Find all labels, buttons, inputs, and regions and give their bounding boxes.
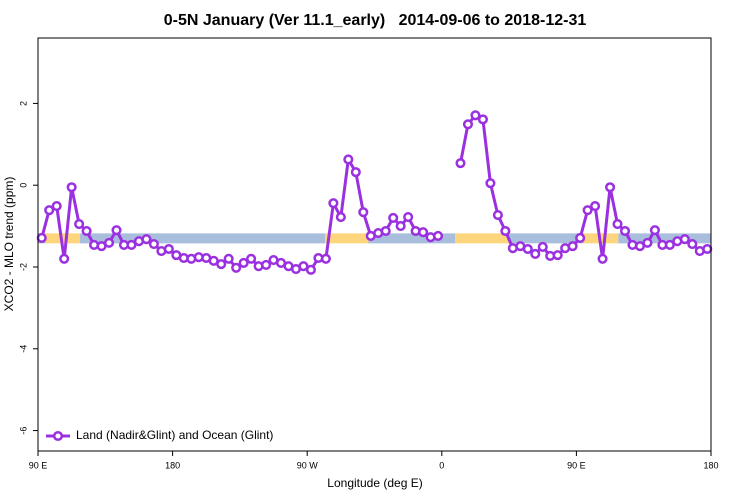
data-point xyxy=(590,201,601,212)
data-point xyxy=(567,241,578,252)
data-point xyxy=(403,212,414,223)
data-point xyxy=(605,182,616,193)
data-point xyxy=(500,225,511,237)
data-point xyxy=(702,243,713,255)
data-point xyxy=(163,243,174,255)
data-point xyxy=(350,167,361,178)
x-tick-label: 90 E xyxy=(29,460,48,470)
data-point xyxy=(537,241,548,253)
plot-frame xyxy=(37,37,712,452)
x-tick-label: 90 W xyxy=(297,460,319,470)
data-point xyxy=(320,253,331,264)
data-point xyxy=(298,261,309,272)
data-point xyxy=(530,248,541,259)
y-axis-label: XCO2 - MLO trend (ppm) xyxy=(2,177,16,312)
data-point xyxy=(649,225,660,236)
data-point xyxy=(664,239,675,250)
y-tick-label: 0 xyxy=(18,183,28,188)
data-point xyxy=(358,207,369,218)
data-point xyxy=(305,264,316,275)
data-point xyxy=(619,225,631,237)
surface-band xyxy=(455,233,510,244)
data-point xyxy=(103,237,115,248)
data-point xyxy=(418,227,429,238)
surface-band xyxy=(368,233,456,244)
legend-label: Land (Nadir&Glint) and Ocean (Glint) xyxy=(76,428,273,442)
x-tick-label: 180 xyxy=(165,460,180,470)
data-point xyxy=(335,212,346,223)
series-line xyxy=(40,113,708,272)
data-point xyxy=(126,239,137,250)
data-point xyxy=(343,154,354,165)
surface-band xyxy=(509,233,584,244)
data-point xyxy=(492,210,503,221)
data-point xyxy=(231,262,242,273)
data-point xyxy=(433,230,444,241)
data-point xyxy=(552,250,563,261)
y-tick-label: -6 xyxy=(18,427,28,435)
legend-marker xyxy=(52,430,64,442)
data-point xyxy=(44,205,55,216)
data-point xyxy=(36,232,47,244)
data-point xyxy=(51,201,62,212)
data-point xyxy=(687,239,698,250)
data-point xyxy=(216,259,227,270)
data-point xyxy=(575,232,586,244)
data-point xyxy=(148,239,159,250)
y-tick-label: -2 xyxy=(18,263,28,271)
data-point xyxy=(246,253,257,264)
data-point xyxy=(582,205,593,216)
data-point xyxy=(261,259,272,270)
data-point xyxy=(642,237,653,248)
data-point xyxy=(485,178,496,189)
data-point xyxy=(679,234,690,245)
data-point xyxy=(328,198,339,209)
surface-band xyxy=(325,233,369,244)
data-point xyxy=(522,243,533,255)
data-point xyxy=(470,110,481,121)
data-point xyxy=(81,225,92,237)
data-point xyxy=(74,219,85,230)
data-point xyxy=(111,225,122,236)
data-point xyxy=(612,219,623,230)
surface-band xyxy=(618,233,711,244)
data-point xyxy=(477,114,488,125)
data-point xyxy=(66,182,77,193)
data-point xyxy=(597,253,608,264)
data-point xyxy=(380,225,391,237)
y-tick-label: -4 xyxy=(18,345,28,353)
chart-title: 0-5N January (Ver 11.1_early) 2014-09-06… xyxy=(164,12,587,29)
data-point xyxy=(59,253,70,264)
x-axis-label: Longitude (deg E) xyxy=(327,476,422,490)
y-tick-label: 2 xyxy=(18,101,28,106)
data-point xyxy=(223,253,234,264)
x-tick-label: 90 E xyxy=(567,460,586,470)
surface-band xyxy=(79,233,326,244)
data-point xyxy=(141,234,152,245)
data-point xyxy=(388,212,399,223)
data-point xyxy=(462,119,474,130)
x-tick-label: 180 xyxy=(703,460,718,470)
data-point xyxy=(455,158,466,169)
data-point xyxy=(238,257,249,268)
x-tick-label: 0 xyxy=(439,460,444,470)
data-point xyxy=(395,221,406,232)
